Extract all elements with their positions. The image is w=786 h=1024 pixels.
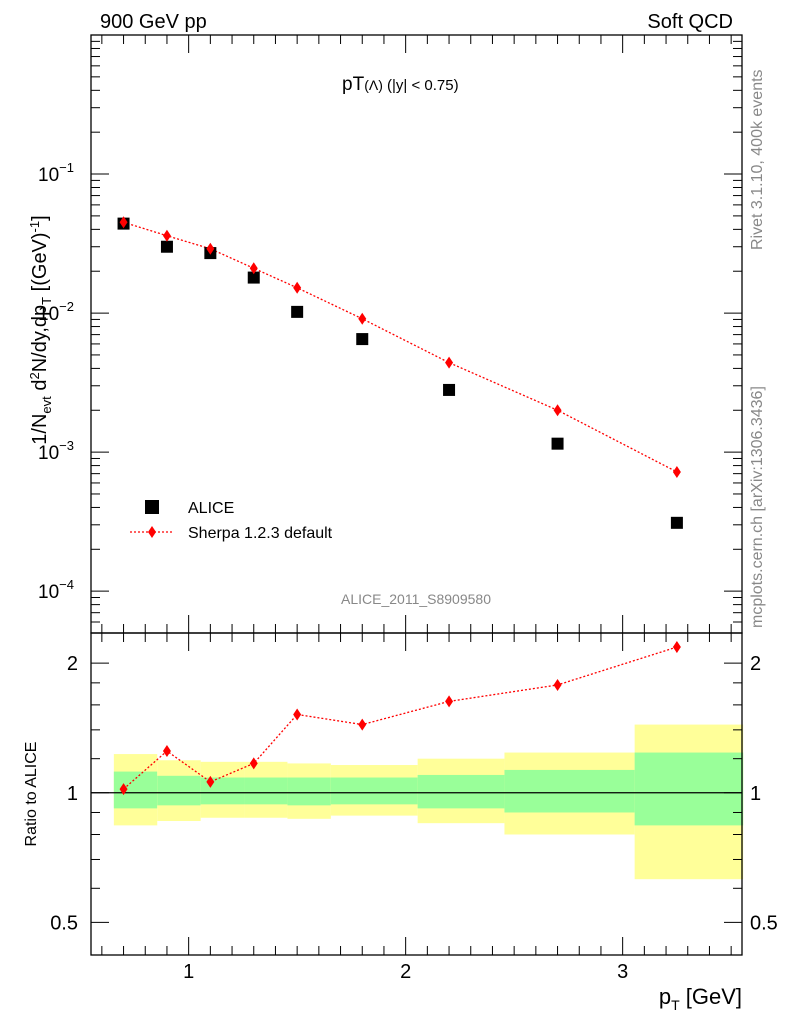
alice-data-point xyxy=(551,437,564,450)
sherpa-point xyxy=(162,229,171,242)
main-frame xyxy=(90,34,743,634)
ratio-y-tick-label: 0.5 xyxy=(50,912,78,934)
mcplots-label: mcplots.cern.ch [arXiv:1306.3436] xyxy=(749,386,766,628)
main-y-title: 1/Nevt d2N/dy,dpT [(GeV)-1] xyxy=(27,215,54,444)
sherpa-point xyxy=(293,281,302,294)
sherpa-point xyxy=(119,216,128,229)
x-tick-label: 2 xyxy=(400,961,411,983)
inner-uncertainty-band xyxy=(504,769,635,813)
alice-data-point xyxy=(356,333,369,346)
main-ticks xyxy=(91,34,742,634)
ratio-point xyxy=(672,641,681,654)
ratio-mc-points xyxy=(119,641,681,796)
ratio-y-tick-labels: 0.5 0.5 1 1 2 2 xyxy=(50,653,778,934)
alice-data-point xyxy=(160,240,173,253)
legend-data-marker xyxy=(145,500,159,514)
x-tick-labels: 1 2 3 xyxy=(183,961,628,983)
inner-uncertainty-band xyxy=(244,777,288,805)
ratio-point xyxy=(293,708,302,721)
ratio-point xyxy=(162,745,171,758)
legend-data-label: ALICE xyxy=(188,500,234,517)
alice-data-point xyxy=(291,305,304,318)
inner-uncertainty-band xyxy=(287,777,331,806)
alice-data-point xyxy=(443,383,456,396)
ratio-point xyxy=(358,718,367,731)
sherpa-point xyxy=(553,404,562,417)
ratio-ticks xyxy=(91,633,742,955)
inner-uncertainty-band xyxy=(634,752,744,826)
legend-mc-label: Sherpa 1.2.3 default xyxy=(188,525,333,542)
x-tick-label: 3 xyxy=(617,961,628,983)
x-tick-label: 1 xyxy=(183,961,194,983)
inner-uncertainty-band xyxy=(417,774,505,809)
plot-title: pT(Λ) (|y| < 0.75) xyxy=(342,74,459,95)
main-y-tick-label: 10−2 xyxy=(38,299,74,325)
header-right: Soft QCD xyxy=(647,11,733,33)
ratio-frame xyxy=(90,632,743,956)
ratio-y-tick-label-right: 1 xyxy=(750,783,761,805)
analysis-id: ALICE_2011_S8909580 xyxy=(341,591,491,607)
legend-mc-marker xyxy=(148,526,156,538)
data-points xyxy=(117,217,683,529)
rivet-label: Rivet 3.1.10, 400k events xyxy=(749,69,766,250)
ratio-point xyxy=(553,678,562,691)
mc-line xyxy=(123,221,678,473)
ratio-point xyxy=(119,783,128,796)
inner-uncertainty-band xyxy=(157,775,201,806)
alice-data-point xyxy=(247,271,260,284)
header-left: 900 GeV pp xyxy=(100,11,207,33)
main-y-tick-label: 10−3 xyxy=(38,438,74,464)
ratio-y-tick-label-right: 2 xyxy=(750,653,761,675)
ratio-panel: 0.5 0.5 1 1 2 2 1 2 3 Ratio to ALICE xyxy=(23,632,778,983)
sherpa-point xyxy=(249,262,258,275)
ratio-mc-line xyxy=(123,646,678,790)
ratio-y-tick-label: 2 xyxy=(67,653,78,675)
ratio-bands xyxy=(113,724,744,880)
alice-data-point xyxy=(670,516,683,529)
ratio-y-tick-label: 1 xyxy=(67,783,78,805)
ratio-point xyxy=(445,695,454,708)
main-y-tick-label: 10−4 xyxy=(38,577,74,603)
sherpa-point xyxy=(206,242,215,255)
sherpa-point xyxy=(445,356,454,369)
inner-uncertainty-band xyxy=(330,777,418,805)
sherpa-point xyxy=(672,465,681,478)
ratio-point xyxy=(249,757,258,770)
mc-points xyxy=(119,216,681,478)
ratio-point xyxy=(206,775,215,788)
main-panel: 10−1 10−2 10−3 10−4 pT(Λ) (|y| < 0.75) ALIC… xyxy=(27,34,743,634)
main-y-tick-label: 10−1 xyxy=(38,160,74,186)
x-axis-title: pT [GeV] xyxy=(659,984,742,1013)
ratio-y-title: Ratio to ALICE xyxy=(23,742,40,847)
ratio-y-tick-label-right: 0.5 xyxy=(750,912,778,934)
main-y-tick-labels: 10−1 10−2 10−3 10−4 xyxy=(38,160,74,603)
sherpa-point xyxy=(358,312,367,325)
